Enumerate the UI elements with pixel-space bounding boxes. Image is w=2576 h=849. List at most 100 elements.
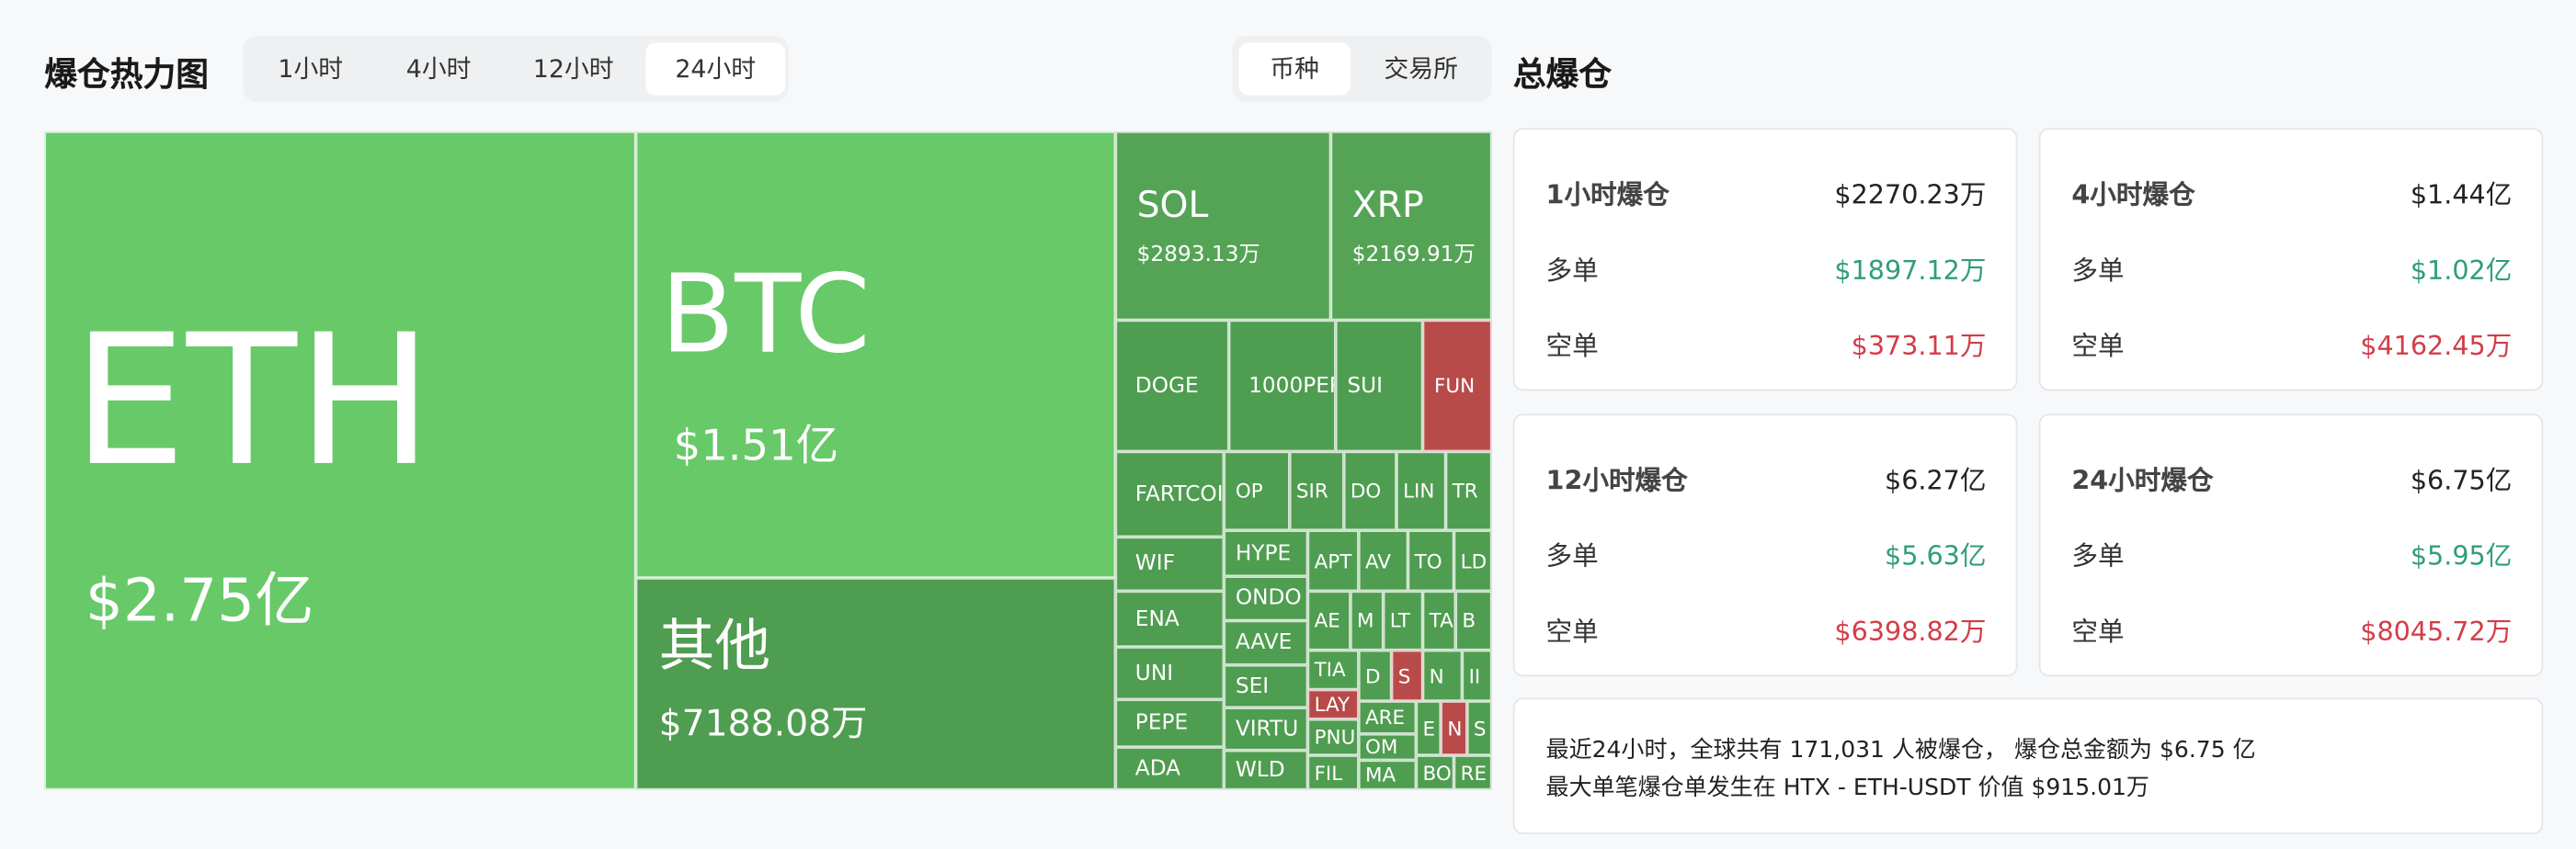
summary-row: 空单 $373.11万: [1546, 323, 1987, 363]
tile-label: D: [1364, 663, 1381, 687]
treemap-tile[interactable]: MA: [1358, 760, 1417, 790]
treemap-tile[interactable]: N: [1441, 701, 1467, 756]
treemap-tile[interactable]: FUN: [1422, 320, 1492, 452]
treemap-tile[interactable]: II: [1462, 650, 1492, 702]
time-tab[interactable]: 24小时: [645, 42, 786, 96]
treemap-tile[interactable]: WIF: [1115, 537, 1225, 592]
treemap-tile[interactable]: LIN: [1396, 451, 1446, 531]
tile-label: DO: [1350, 479, 1382, 503]
time-tab[interactable]: 4小时: [405, 53, 472, 85]
summary-row: 多单 $1897.12万: [1546, 248, 1987, 288]
treemap-tile[interactable]: TO: [1408, 530, 1454, 592]
treemap-tile[interactable]: B: [1455, 591, 1492, 651]
summary-row: 12小时爆仓 $6.27亿: [1546, 458, 1987, 498]
tile-label: N: [1447, 717, 1463, 741]
tile-label: OM: [1364, 735, 1398, 759]
treemap-tile[interactable]: ONDO: [1224, 576, 1308, 621]
row-label: 空单: [2071, 330, 2125, 362]
treemap-tile[interactable]: ADA: [1115, 747, 1225, 790]
treemap-tile[interactable]: RE: [1453, 755, 1492, 790]
time-tabs: 1小时 4小时 12小时 24小时: [243, 36, 789, 102]
treemap-tile[interactable]: PNU: [1307, 719, 1359, 756]
row-label: 空单: [1545, 616, 1599, 648]
treemap-tile[interactable]: LAY: [1307, 689, 1359, 719]
summary-row: 1小时爆仓 $2270.23万: [1546, 173, 1987, 212]
view-tab[interactable]: 币种: [1238, 42, 1351, 96]
summary-row: 空单 $8045.72万: [2071, 609, 2512, 649]
treemap-tile[interactable]: SUI: [1335, 320, 1423, 452]
treemap-tile[interactable]: N: [1422, 650, 1463, 702]
tile-label: SOL: [1136, 185, 1209, 227]
treemap-tile[interactable]: XRP $2169.91万: [1330, 130, 1492, 321]
summary-row: 多单 $5.95亿: [2071, 534, 2512, 573]
treemap-tile[interactable]: SIR: [1289, 451, 1344, 531]
tile-label: B: [1462, 608, 1476, 632]
treemap-tile[interactable]: TR: [1445, 451, 1492, 531]
row-value: $2270.23万: [1834, 178, 1987, 210]
tile-label: TIA: [1314, 658, 1346, 682]
treemap-tile[interactable]: DOGE: [1115, 320, 1229, 452]
time-tab[interactable]: 1小时: [278, 53, 344, 85]
tile-value: $2.75亿: [85, 568, 314, 636]
row-label: 空单: [1545, 330, 1599, 362]
tile-label: E: [1422, 717, 1436, 741]
tile-label: WIF: [1134, 551, 1176, 577]
treemap-tile[interactable]: OP: [1224, 451, 1290, 531]
treemap-tile[interactable]: FIL: [1307, 755, 1359, 790]
row-label: 12小时爆仓: [1545, 464, 1688, 496]
treemap-tile[interactable]: E: [1416, 701, 1442, 756]
row-label: 24小时爆仓: [2071, 464, 2214, 496]
treemap-tile[interactable]: D: [1358, 650, 1392, 702]
note-line: 最大单笔爆仓单发生在 HTX - ETH-USDT 价值 $915.01万: [1545, 775, 2149, 802]
treemap-tile[interactable]: APT: [1307, 530, 1359, 592]
tile-label: BTC: [660, 251, 871, 379]
row-value: $1.02亿: [2410, 254, 2513, 286]
row-label: 多单: [1545, 539, 1599, 572]
summary-row: 多单 $1.02亿: [2071, 248, 2512, 288]
view-tab[interactable]: 交易所: [1384, 53, 1458, 85]
time-tab[interactable]: 12小时: [532, 53, 614, 85]
treemap-tile[interactable]: LD: [1453, 530, 1492, 592]
treemap-tile[interactable]: SOL $2893.13万: [1115, 130, 1331, 321]
summary-card: 4小时爆仓 $1.44亿 多单 $1.02亿 空单 $4162.45万: [2038, 128, 2544, 391]
treemap-tile[interactable]: TIA: [1307, 650, 1359, 690]
treemap-tile[interactable]: AE: [1307, 591, 1351, 651]
tile-label: TA: [1429, 608, 1453, 632]
treemap-tile[interactable]: PEPE: [1115, 699, 1225, 748]
treemap-tile[interactable]: M: [1350, 591, 1384, 651]
treemap-tile[interactable]: BTC $1.51亿: [635, 130, 1116, 579]
treemap-tile[interactable]: OM: [1358, 733, 1417, 761]
tile-label: RE: [1460, 761, 1487, 785]
treemap-tile[interactable]: FARTCOI: [1115, 451, 1225, 538]
treemap-tile[interactable]: LT: [1383, 591, 1423, 651]
treemap-tile[interactable]: DO: [1343, 451, 1396, 531]
row-value: $5.95亿: [2410, 539, 2513, 572]
treemap-tile[interactable]: SEI: [1224, 664, 1308, 708]
treemap-tile[interactable]: WLD: [1224, 750, 1308, 790]
treemap-tile[interactable]: TA: [1422, 591, 1456, 651]
treemap-tile[interactable]: VIRTU: [1224, 708, 1308, 751]
treemap-tile[interactable]: AV: [1358, 530, 1408, 592]
row-label: 多单: [2071, 254, 2125, 286]
treemap-tile[interactable]: ENA: [1115, 591, 1225, 648]
treemap-tile[interactable]: AAVE: [1224, 620, 1308, 665]
treemap-tile[interactable]: S: [1391, 650, 1423, 702]
treemap-tile[interactable]: 1000PEP: [1228, 320, 1336, 452]
treemap-tile[interactable]: ARE: [1358, 701, 1417, 734]
treemap-tile[interactable]: UNI: [1115, 647, 1225, 700]
treemap-tile[interactable]: HYPE: [1224, 530, 1308, 577]
treemap-tile[interactable]: 其他 $7188.08万: [635, 578, 1116, 790]
treemap-tile[interactable]: S: [1466, 701, 1492, 756]
tile-label: SUI: [1347, 373, 1383, 399]
note-line: 最近24小时，全球共有 171,031 人被爆仓， 爆仓总金额为 $6.75 亿: [1545, 737, 2256, 764]
treemap-tile[interactable]: ETH $2.75亿: [44, 130, 636, 790]
row-value: $6.27亿: [1885, 464, 1987, 496]
tile-value: $2169.91万: [1351, 243, 1476, 268]
treemap-tile[interactable]: BO: [1416, 755, 1454, 790]
tile-label: S: [1397, 663, 1411, 687]
tile-label: ADA: [1134, 755, 1181, 781]
tile-label: TR: [1452, 479, 1478, 503]
tile-label: FUN: [1434, 374, 1476, 398]
